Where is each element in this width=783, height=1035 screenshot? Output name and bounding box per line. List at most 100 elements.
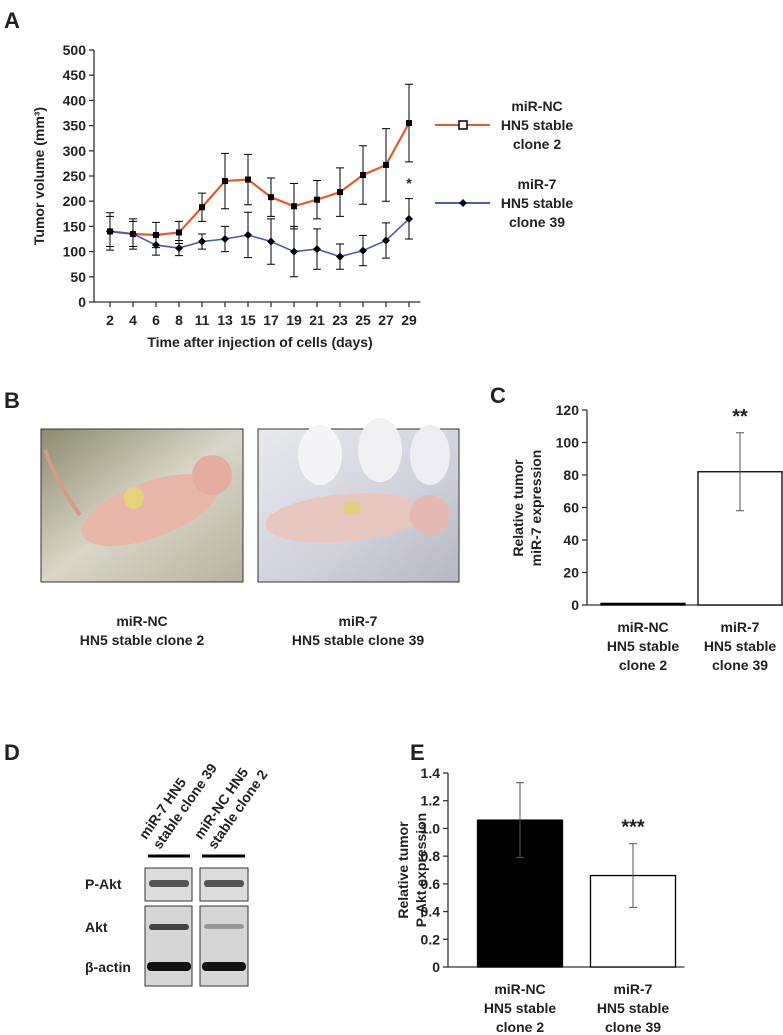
marker [245,176,251,183]
text-line: clone 2 [496,1019,544,1035]
marker [129,229,137,238]
marker [268,194,274,201]
y-axis-title: Relative tumor miR-7 expression [510,450,544,567]
y-tick-label: 1.2 [421,793,441,809]
text-line: miR-NC [116,613,167,629]
y-tick-label: 60 [563,500,579,516]
row-label: β-actin [85,959,131,975]
legend-marker [459,199,467,207]
text-line: HN5 stable [704,638,777,654]
y-tick-label: 200 [63,193,87,209]
text-line: HN5 stable [484,1000,557,1016]
photo [257,418,460,583]
marker [405,214,413,223]
marker [222,178,228,185]
photo [40,428,244,583]
marker [291,203,297,210]
annotation: ** [732,406,748,428]
y-axis-title: Tumor volume (mm³) [31,107,47,245]
panel-label: C [490,383,506,408]
photo-caption: miR-NC HN5 stable clone 2 [80,613,205,648]
marker [175,244,183,253]
text-line: clone 2 [619,657,667,673]
text-line: HN5 stable [501,117,574,133]
y-tick-label: 1.4 [421,765,441,781]
marker [244,230,252,239]
x-tick-label: 11 [195,312,210,328]
x-tick-label: 21 [309,312,325,328]
text-line: miR-7 expression [528,450,544,567]
x-tick-label: 4 [129,312,137,328]
y-tick-label: 0 [78,294,86,310]
y-tick-label: 250 [63,168,87,184]
x-tick-label: 8 [175,312,183,328]
text-line: HN5 stable clone 2 [80,632,205,648]
panel-label: A [4,8,20,33]
y-tick-label: 150 [63,218,87,234]
text-line: HN5 stable [501,195,574,211]
error-bar [516,782,524,859]
marker [359,246,367,255]
x-tick-label: 27 [378,312,394,328]
marker [198,237,206,246]
x-tick-label: 23 [332,312,348,328]
y-tick-label: 0.2 [421,931,441,947]
marker [382,236,390,245]
marker [337,189,343,196]
x-tick-label: 2 [106,312,114,328]
marker [406,120,412,127]
x-tick-label: 19 [286,312,302,328]
y-tick-label: 100 [556,435,580,451]
y-axis-title: Relative tumor P-Akt expression [395,813,429,927]
text-line: clone 39 [712,657,768,673]
row-label: Akt [85,919,108,935]
bar [600,602,686,606]
marker [313,245,321,254]
series-line [109,218,410,258]
annotation: * [406,175,412,191]
panel-label: B [4,388,20,413]
text-line: clone 2 [513,136,561,152]
text-line: miR-7 [721,619,760,635]
x-tick-label: miR-7 HN5 stable clone 39 [704,619,777,673]
y-tick-label: 0.8 [421,848,441,864]
text-line: clone 39 [605,1019,661,1035]
text-line: Relative tumor [395,821,411,919]
x-tick-label: miR-NC HN5 stable clone 2 [607,619,680,673]
x-tick-label: 25 [355,312,371,328]
x-tick-label: 29 [401,312,417,328]
annotation: *** [621,817,645,839]
y-tick-label: 450 [63,67,87,83]
x-tick-label: 6 [152,312,160,328]
legend-marker [458,120,468,130]
y-tick-label: 100 [63,244,87,260]
legend-label: miR-7 HN5 stable clone 39 [501,176,574,230]
y-tick-label: 350 [63,118,87,134]
marker [152,241,160,250]
text-line: miR-7 [614,981,653,997]
y-tick-label: 0.4 [421,904,441,920]
marker [221,235,229,243]
text-line: clone 39 [509,214,565,230]
text-line: miR-NC [494,981,545,997]
y-tick-label: 1.0 [421,820,441,836]
row-label: P-Akt [85,876,122,892]
blot [144,854,249,987]
x-tick-label: 15 [240,312,256,328]
y-tick-label: 0 [571,597,579,613]
text-line: HN5 stable [597,1000,670,1016]
x-tick-label: miR-7 HN5 stable clone 39 [597,981,670,1035]
y-tick-label: 80 [563,467,579,483]
text-line: miR-NC [617,619,668,635]
marker [383,161,389,168]
text-line: Relative tumor [510,459,526,557]
series-line [109,122,410,237]
x-tick-label: miR-NC HN5 stable clone 2 [484,981,557,1035]
text-line: miR-NC [511,98,562,114]
text-line: HN5 stable [607,638,680,654]
y-tick-label: 400 [63,92,87,108]
y-tick-label: 0.6 [421,876,441,892]
legend-label: miR-NC HN5 stable clone 2 [501,98,574,152]
y-tick-label: 0 [432,959,440,975]
